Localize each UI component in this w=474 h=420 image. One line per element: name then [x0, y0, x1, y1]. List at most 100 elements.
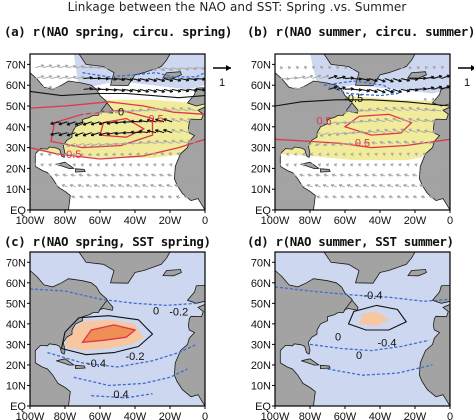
x-tick-label: 20W: [404, 411, 427, 420]
wind-vectors: [30, 64, 205, 199]
map-svg-b: -0.5 0.5 0.5 100W 80W 60W 40W 20W 0 EQ 10N 20N 30N 40…: [251, 53, 474, 227]
y-tick-label: 50N: [6, 101, 26, 113]
contour-neg-b: [323, 80, 400, 97]
contour-zero: [347, 304, 408, 331]
contour-neg-c1: [30, 288, 197, 307]
positive-shade-light: [359, 311, 389, 326]
panel-title-b: (b) r(NAO summer, circu. summer): [247, 24, 474, 39]
y-tick-label: 10N: [251, 380, 271, 392]
contour-neg-d3: [327, 364, 433, 376]
contour-pos-c: [81, 324, 137, 344]
y-tick-label: 40N: [251, 319, 271, 331]
y-tick-label: EQ: [255, 205, 271, 217]
x-tick-label: 20W: [159, 215, 182, 227]
y-tick-label: 30N: [6, 339, 26, 351]
contour-zero: [275, 99, 450, 107]
map-panel-b: (b) r(NAO summer, circu. summer) -0.5 0.5…: [237, 24, 474, 230]
contour-label: 0.5: [355, 138, 370, 150]
x-tick-label: 80W: [54, 215, 77, 227]
panel-title-c: (c) r(NAO spring, SST spring): [4, 234, 211, 249]
map-frame: [29, 53, 206, 211]
y-tick-label: 60N: [251, 80, 271, 92]
contour-neg-d1: [275, 286, 450, 302]
contour-pos-inner: [99, 117, 146, 138]
x-tick-label: 100W: [16, 215, 45, 227]
x-tick-label: 60W: [334, 215, 357, 227]
reference-vector-label: 1: [464, 77, 470, 89]
y-tick-label: 60N: [6, 80, 26, 92]
reference-vector-head: [471, 65, 474, 71]
contour-label: -0.5: [344, 93, 363, 105]
y-tick-label: 10N: [6, 184, 26, 196]
contour-label: -0.4: [378, 337, 397, 349]
y-tick-label: EQ: [10, 401, 26, 413]
x-tick-label: 100W: [261, 411, 290, 420]
y-tick-label: 70N: [251, 257, 271, 269]
y-tick-label: 10N: [6, 380, 26, 392]
contour-label: 0: [335, 331, 341, 343]
y-tick-label: 30N: [251, 339, 271, 351]
contour-label: -0.4: [364, 290, 383, 302]
y-tick-label: 20N: [6, 163, 26, 175]
contour-pos-outer-n: [30, 101, 205, 115]
map-panel-d: (d) r(NAO summer, SST summer) -0.4 0 -0.4 0…: [237, 234, 474, 420]
y-tick-label: 40N: [251, 122, 271, 134]
x-tick-label: 20W: [159, 411, 182, 420]
contour-label: 0: [356, 350, 362, 362]
map-panel-c: (c) r(NAO spring, SST spring) 0 -0.2 -0.2 -…: [0, 234, 237, 420]
x-tick-label: 100W: [261, 215, 290, 227]
contour-pos-outer-s: [30, 138, 205, 160]
y-tick-label: 20N: [251, 163, 271, 175]
y-tick-label: 60N: [251, 278, 271, 290]
map-panel-a: (a) r(NAO spring, circu. spring) 0.5 0.5 0…: [0, 24, 237, 230]
reference-vector-label: 1: [219, 77, 225, 89]
map-svg-d: -0.4 0 -0.4 0 100W 80W 60W 40W 20W 0 EQ 10N 20N 30N 40…: [251, 251, 453, 420]
contour-label: 0: [153, 306, 159, 318]
x-tick-label: 0: [447, 215, 453, 227]
y-tick-label: 60N: [6, 278, 26, 290]
contour-pos-mid: [50, 109, 154, 149]
wind-vectors: [275, 66, 450, 199]
contour-label: 0.5: [316, 116, 331, 128]
y-tick-label: 10N: [251, 184, 271, 196]
contour-label: 0.4: [113, 389, 128, 401]
y-tick-label: 20N: [251, 360, 271, 372]
contour-zero: [60, 315, 154, 356]
y-tick-label: 50N: [251, 101, 271, 113]
x-tick-label: 40W: [124, 215, 147, 227]
panel-title-d: (d) r(NAO summer, SST summer): [247, 234, 454, 249]
x-tick-label: 80W: [299, 411, 322, 420]
contour-zero: [30, 90, 205, 99]
contour-pos-b1: [343, 113, 413, 136]
map-frame: [29, 251, 206, 407]
panel-title-a: (a) r(NAO spring, circu. spring): [4, 24, 233, 39]
y-tick-label: 20N: [6, 360, 26, 372]
x-tick-label: 80W: [299, 215, 322, 227]
x-tick-label: 40W: [369, 411, 392, 420]
x-tick-label: 80W: [54, 411, 77, 420]
y-tick-label: EQ: [10, 205, 26, 217]
contour-label: 0: [118, 106, 124, 118]
contour-neg-c3: [73, 368, 188, 387]
y-tick-label: 40N: [6, 319, 26, 331]
x-tick-label: 60W: [89, 411, 112, 420]
contour-label: -0.4: [87, 358, 106, 370]
x-tick-label: 60W: [334, 411, 357, 420]
y-tick-label: 30N: [6, 143, 26, 155]
y-tick-label: 70N: [251, 59, 271, 71]
contour-pos-b2: [275, 138, 450, 149]
x-tick-label: 0: [202, 215, 208, 227]
map-svg-c: 0 -0.2 -0.2 -0.4 0.4 100W 80W 60W 40W 20W 0 EQ 10N 20…: [6, 251, 208, 420]
x-tick-label: 60W: [89, 215, 112, 227]
x-tick-label: 100W: [16, 411, 45, 420]
y-tick-label: EQ: [255, 401, 271, 413]
map-frame: [274, 53, 451, 211]
y-tick-label: 40N: [6, 122, 26, 134]
contour-neg-a: [82, 72, 205, 78]
reference-vector-head: [226, 65, 231, 71]
x-tick-label: 0: [447, 411, 453, 420]
y-tick-label: 50N: [251, 298, 271, 310]
y-tick-label: 70N: [6, 59, 26, 71]
contour-neg-d2: [309, 339, 430, 352]
x-tick-label: 0: [202, 411, 208, 420]
